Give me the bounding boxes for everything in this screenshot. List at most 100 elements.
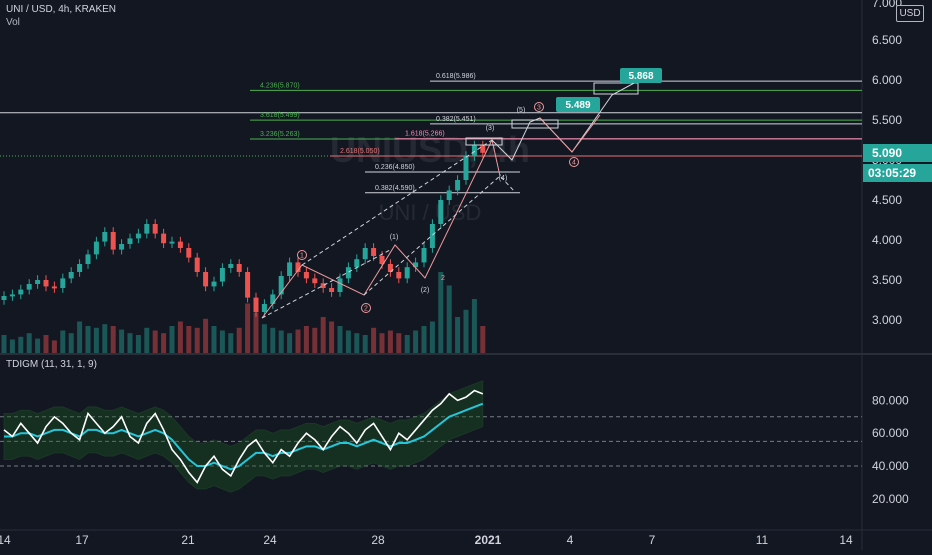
oscillator-signal-line xyxy=(4,402,484,471)
volume-bar xyxy=(438,272,444,353)
wave-label: (4) xyxy=(499,175,508,182)
volume-bar xyxy=(463,309,469,353)
fib-level-label: 0.236(4.850) xyxy=(375,164,415,171)
candle-body xyxy=(169,241,175,244)
candle-body xyxy=(329,288,335,292)
target-callout xyxy=(556,97,600,112)
candle-body xyxy=(60,278,66,288)
oscillator-tick-label: 60.000 xyxy=(872,426,909,440)
wave-path-projection-alt xyxy=(539,114,601,153)
channel-line xyxy=(301,139,493,266)
candle-body xyxy=(413,262,419,268)
candle-body xyxy=(287,262,293,276)
candle-body xyxy=(362,248,368,260)
volume-bar xyxy=(35,338,41,353)
candle-body xyxy=(35,280,41,284)
volume-bar xyxy=(211,326,217,353)
oscillator-tick-label: 20.000 xyxy=(872,492,909,506)
volume-label: Vol xyxy=(6,17,20,28)
volume-bar xyxy=(253,312,259,353)
wave-label: 2 xyxy=(441,275,445,282)
wave-label-circle xyxy=(361,303,371,313)
candle-body xyxy=(177,241,183,248)
target-callout xyxy=(620,68,662,83)
time-tick-label: 7 xyxy=(649,533,656,547)
fib-level-label: 2.618(5.050) xyxy=(340,148,380,155)
volume-bar xyxy=(396,333,402,353)
oscillator-title[interactable]: TDIGM (11, 31, 1, 9) xyxy=(6,359,97,370)
fib-level-label: 3.618(5.499) xyxy=(260,112,300,119)
volume-bar xyxy=(245,303,251,353)
symbol-title[interactable]: UNI / USD, 4h, KRAKEN xyxy=(6,4,117,15)
volume-bar xyxy=(26,333,32,353)
time-tick-label: 24 xyxy=(263,533,277,547)
volume-bar xyxy=(345,330,351,353)
candle-body xyxy=(379,256,385,264)
candle-body xyxy=(18,289,24,295)
volume-bar xyxy=(413,330,419,353)
candle-body xyxy=(119,244,125,250)
volume-bar xyxy=(1,335,7,353)
volume-bar xyxy=(362,335,368,353)
volume-bar xyxy=(455,317,461,353)
candle-body xyxy=(446,190,452,200)
oscillator-rsi-line xyxy=(3,389,484,484)
candle-body xyxy=(421,248,427,263)
price-tick-label: 6.000 xyxy=(872,73,902,87)
volume-bar xyxy=(144,327,150,353)
candle-body xyxy=(261,304,267,312)
volume-bar xyxy=(110,326,116,353)
volume-bar xyxy=(177,321,183,353)
oscillator-tick-label: 40.000 xyxy=(872,459,909,473)
candle-body xyxy=(161,233,167,244)
volume-bar xyxy=(312,327,318,353)
volume-bar xyxy=(471,299,477,353)
wave-label: 1 xyxy=(300,253,304,260)
currency-button[interactable]: USD xyxy=(896,5,924,22)
candle-body xyxy=(68,272,74,279)
time-tick-label: 11 xyxy=(756,533,769,547)
candle-body xyxy=(404,267,410,279)
candle-body xyxy=(337,278,343,292)
candle-body xyxy=(228,264,234,268)
volume-bar xyxy=(261,324,267,353)
volume-bar xyxy=(135,335,141,353)
volume-bar xyxy=(169,326,175,353)
wave-label: (5) xyxy=(517,107,526,114)
volume-bar xyxy=(337,326,343,353)
volume-bar xyxy=(387,330,393,353)
candle-body xyxy=(438,200,444,224)
volume-bar xyxy=(9,339,15,353)
volume-bar xyxy=(446,285,452,353)
candle-body xyxy=(77,264,83,272)
volume-bar xyxy=(77,321,83,353)
wave-label: (3) xyxy=(486,125,495,132)
volume-bar xyxy=(278,330,284,353)
volume-bar xyxy=(329,321,335,353)
volume-bar xyxy=(236,327,242,353)
price-tick-label: 6.500 xyxy=(872,33,902,47)
fib-level-label: 0.382(4.590) xyxy=(375,185,415,192)
volume-bar xyxy=(18,336,24,353)
fib-level-label: 0.618(5.986) xyxy=(436,73,476,80)
candle-body xyxy=(135,233,141,239)
channel-line xyxy=(261,249,391,319)
oscillator-band xyxy=(3,380,484,493)
volume-bar xyxy=(203,318,209,353)
current-price-badge xyxy=(863,144,932,162)
volume-bar xyxy=(194,327,200,353)
watermark-secondary: UNI / USD xyxy=(379,200,482,225)
price-tick-label: 4.500 xyxy=(872,193,902,207)
target-box xyxy=(593,82,639,95)
time-tick-label: 14 xyxy=(0,533,11,547)
candle-body xyxy=(9,294,15,297)
volume-bar xyxy=(219,330,225,353)
wave-label: (2) xyxy=(421,287,430,294)
volume-bar xyxy=(371,327,377,353)
fib-level-label: 1.618(5.266) xyxy=(405,131,445,138)
candle-body xyxy=(51,286,57,289)
volume-bar xyxy=(60,330,66,353)
wave-label: 3 xyxy=(537,105,541,112)
